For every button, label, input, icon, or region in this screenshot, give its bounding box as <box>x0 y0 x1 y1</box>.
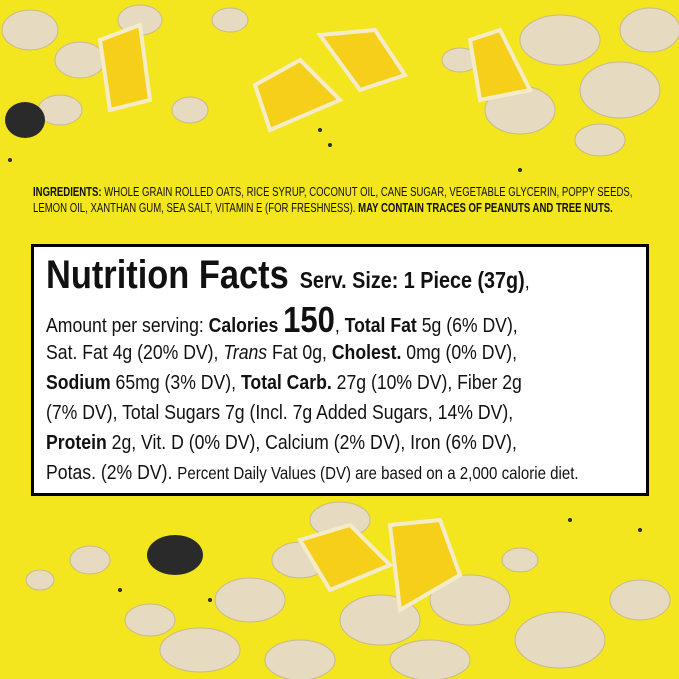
nutrition-text: Cholest. <box>331 341 402 364</box>
nutrition-text: Amount per serving: <box>46 314 209 337</box>
nutrition-text: Sodium <box>46 371 111 394</box>
nutrition-text: 5g (6% DV), <box>416 314 518 337</box>
nutrition-text: Fat 0g, <box>267 341 332 364</box>
nutrition-line: (7% DV), Total Sugars 7g (Incl. 7g Added… <box>46 401 513 425</box>
nutrition-text: Serv. Size: 1 Piece (37g) <box>288 267 525 293</box>
nutrition-line: Potas. (2% DV). Percent Daily Values (DV… <box>46 461 579 485</box>
nutrition-line: Amount per serving: Calories 150, Total … <box>46 299 518 341</box>
nutrition-line: Sodium 65mg (3% DV), Total Carb. 27g (10… <box>46 371 522 395</box>
nutrition-text: 65mg (3% DV), <box>110 371 241 394</box>
nutrition-text: Calories <box>208 314 284 337</box>
nutrition-line: Sat. Fat 4g (20% DV), Trans Fat 0g, Chol… <box>46 341 517 365</box>
nutrition-text: Protein <box>46 431 107 454</box>
nutrition-text: Nutrition Facts <box>46 253 289 297</box>
nutrition-text: 150 <box>283 299 335 340</box>
ingredients-list: WHOLE GRAIN ROLLED OATS, RICE SYRUP, COC… <box>33 185 633 215</box>
nutrition-text: Total Carb. <box>240 371 332 394</box>
allergen-warning: MAY CONTAIN TRACES OF PEANUTS AND TREE N… <box>358 200 613 215</box>
nutrition-text: Trans <box>223 341 268 364</box>
nutrition-line: Protein 2g, Vit. D (0% DV), Calcium (2% … <box>46 431 517 455</box>
nutrition-text: Percent Daily Values (DV) are based on a… <box>177 463 579 483</box>
nutrition-text: Total Fat <box>344 314 417 337</box>
nutrition-text: 27g (10% DV), Fiber 2g <box>331 371 522 394</box>
ingredients-statement: INGREDIENTS: WHOLE GRAIN ROLLED OATS, RI… <box>33 185 641 216</box>
nutrition-text: , <box>524 270 530 293</box>
nutrition-text: Potas. (2% DV). <box>46 461 178 484</box>
nutrition-facts-panel: Nutrition Facts Serv. Size: 1 Piece (37g… <box>31 244 649 496</box>
nutrition-text: , <box>334 314 345 337</box>
nutrition-text: (7% DV), Total Sugars 7g (Incl. 7g Added… <box>46 401 514 424</box>
nutrition-text: 0mg (0% DV), <box>401 341 517 364</box>
nutrition-text: 2g, Vit. D (0% DV), Calcium (2% DV), Iro… <box>106 431 517 454</box>
nutrition-text: Sat. Fat 4g (20% DV), <box>46 341 224 364</box>
ingredients-label: INGREDIENTS: <box>33 185 102 199</box>
nutrition-facts-header: Nutrition Facts Serv. Size: 1 Piece (37g… <box>46 253 530 298</box>
